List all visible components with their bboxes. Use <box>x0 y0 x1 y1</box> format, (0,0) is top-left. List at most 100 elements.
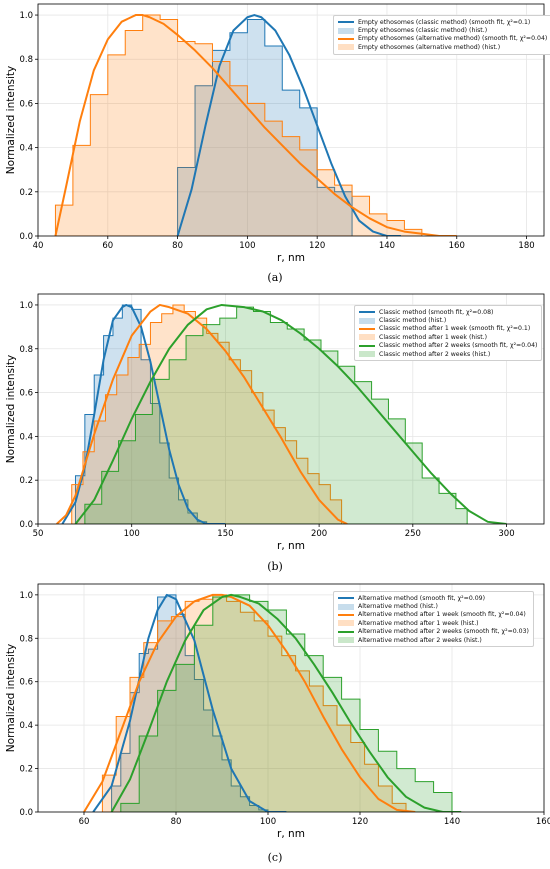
fit-curve-ff7f0e <box>56 303 348 524</box>
legend-entry: Empty ethosomes (alternative method) (hi… <box>338 43 547 51</box>
x-tick-label: 300 <box>498 529 514 539</box>
x-tick-label: 120 <box>309 241 325 251</box>
fit-curve-2ca02c <box>74 303 507 524</box>
fit-curve-1f77b4 <box>61 303 226 524</box>
legend-label: Classic method after 1 week (smooth fit,… <box>379 325 531 333</box>
chart-plot-b: 50 100 150 200 250 300 0.0 0.2 0.4 0.6 0.8 1.0 r, nm… <box>5 293 545 552</box>
legend-line-swatch <box>338 37 354 40</box>
legend-entry: Empty ethosomes (alternative method) (sm… <box>338 35 547 43</box>
y-axis-label: Normalized intensity <box>5 66 17 174</box>
x-tick-label: 150 <box>217 529 233 539</box>
legend-label: Classic method after 1 week (hist.) <box>379 333 488 341</box>
legend-entry: Alternative method after 2 weeks (hist.) <box>338 636 529 644</box>
legend-label: Alternative method after 1 week (smooth … <box>358 611 526 619</box>
legend-line-swatch <box>359 311 375 314</box>
legend-line-swatch <box>359 327 375 330</box>
y-tick-label: 0.0 <box>19 808 33 818</box>
legend-label: Classic method (hist.) <box>379 317 447 325</box>
legend-label: Classic method after 2 weeks (hist.) <box>379 350 491 358</box>
legend-entry: Alternative method (hist.) <box>338 602 529 610</box>
y-tick-label: 0.8 <box>19 345 33 355</box>
y-tick-label: 0.4 <box>19 144 33 154</box>
legend-line-swatch <box>359 344 375 347</box>
x-tick-label: 50 <box>33 529 44 539</box>
legend-entry: Classic method (hist.) <box>359 316 537 324</box>
legend-label: Empty ethosomes (classic method) (smooth… <box>358 18 531 26</box>
legend-patch-swatch <box>338 27 354 34</box>
x-tick-label: 100 <box>260 817 276 827</box>
histogram-2ca02c <box>120 594 453 812</box>
histogram-2ca02c <box>84 306 468 524</box>
x-tick-label: 160 <box>449 241 465 251</box>
y-tick-label: 0.0 <box>19 520 33 530</box>
legend-c: Alternative method (smooth fit, χ²=0.09)… <box>333 591 534 648</box>
x-tick-label: 200 <box>311 529 327 539</box>
y-tick-label: 0.8 <box>19 55 33 65</box>
y-tick-label: 0.2 <box>19 765 33 775</box>
x-axis-label: r, nm <box>277 828 305 840</box>
legend-entry: Alternative method (smooth fit, χ²=0.09) <box>338 594 529 602</box>
legend-label: Alternative method after 2 weeks (smooth… <box>358 628 529 636</box>
x-tick-label: 60 <box>79 817 90 827</box>
y-tick-label: 0.6 <box>19 678 33 688</box>
legend-entry: Classic method after 2 weeks (smooth fit… <box>359 342 537 350</box>
legend-entry: Classic method after 1 week (smooth fit,… <box>359 325 537 333</box>
y-tick-label: 0.8 <box>19 634 33 644</box>
histogram-ff7f0e <box>101 594 407 812</box>
y-tick-label: 0.2 <box>19 188 33 198</box>
histogram-ff7f0e <box>71 304 343 524</box>
fit-curve-1f77b4 <box>176 14 401 236</box>
axes-frame <box>37 293 545 525</box>
y-tick-label: 1.0 <box>19 301 33 311</box>
x-tick-label: 180 <box>518 241 534 251</box>
legend-label: Alternative method after 1 week (hist.) <box>358 619 479 627</box>
legend-b: Classic method (smooth fit, χ²=0.08) Clas… <box>354 305 543 362</box>
legend-entry: Empty ethosomes (classic method) (hist.) <box>338 26 547 34</box>
legend-patch-swatch <box>338 637 354 644</box>
x-tick-label: 160 <box>536 817 550 827</box>
x-tick-label: 250 <box>405 529 421 539</box>
y-tick-label: 1.0 <box>19 11 33 21</box>
y-axis-label: Normalized intensity <box>5 355 17 463</box>
y-tick-label: 0.2 <box>19 476 33 486</box>
y-tick-label: 0.4 <box>19 721 33 731</box>
legend-label: Alternative method after 2 weeks (hist.) <box>358 636 482 644</box>
fit-curve-1f77b4 <box>92 593 287 812</box>
chart-panel-a: 40 60 80 100 120 140 160 180 0.0 0.2 0.4 0.6 0.8 1.0 r… <box>0 0 550 290</box>
legend-line-swatch <box>338 597 354 600</box>
chart-plot-c: 60 80 100 120 140 160 0.0 0.2 0.4 0.6 0.8 1.0 r, nm N… <box>5 583 550 840</box>
legend-entry: Classic method (smooth fit, χ²=0.08) <box>359 308 537 316</box>
legend-patch-swatch <box>359 334 375 341</box>
x-tick-label: 100 <box>239 241 255 251</box>
fit-curve-2ca02c <box>110 593 462 812</box>
legend-patch-swatch <box>338 44 354 51</box>
legend-patch-swatch <box>359 351 375 358</box>
fit-curve-ff7f0e <box>54 14 457 236</box>
plot-area <box>83 593 462 812</box>
legend-entry: Empty ethosomes (classic method) (smooth… <box>338 18 547 26</box>
x-tick-label: 80 <box>171 817 182 827</box>
legend-line-swatch <box>338 21 354 24</box>
legend-label: Empty ethosomes (classic method) (hist.) <box>358 27 488 35</box>
x-tick-label: 100 <box>124 529 140 539</box>
x-axis-label: r, nm <box>277 540 305 552</box>
legend-entry: Alternative method after 1 week (smooth … <box>338 611 529 619</box>
legend-label: Empty ethosomes (alternative method) (hi… <box>358 43 501 51</box>
legend-line-swatch <box>338 630 354 633</box>
panel-caption-c: (c) <box>267 851 283 864</box>
legend-entry: Classic method after 1 week (hist.) <box>359 333 537 341</box>
legend-label: Classic method after 2 weeks (smooth fit… <box>379 342 538 350</box>
plot-area <box>56 303 507 524</box>
x-tick-label: 120 <box>352 817 368 827</box>
legend-a: Empty ethosomes (classic method) (smooth… <box>333 15 550 55</box>
panel-caption-b: (b) <box>267 560 283 573</box>
x-axis-label: r, nm <box>277 252 305 264</box>
x-tick-label: 40 <box>33 241 44 251</box>
panel-caption-a: (a) <box>267 271 283 284</box>
x-tick-label: 140 <box>444 817 460 827</box>
axes-frame <box>37 583 545 813</box>
fit-curve-ff7f0e <box>83 593 416 812</box>
axes-frame <box>37 3 545 237</box>
legend-entry: Classic method after 2 weeks (hist.) <box>359 350 537 358</box>
legend-patch-swatch <box>338 620 354 627</box>
